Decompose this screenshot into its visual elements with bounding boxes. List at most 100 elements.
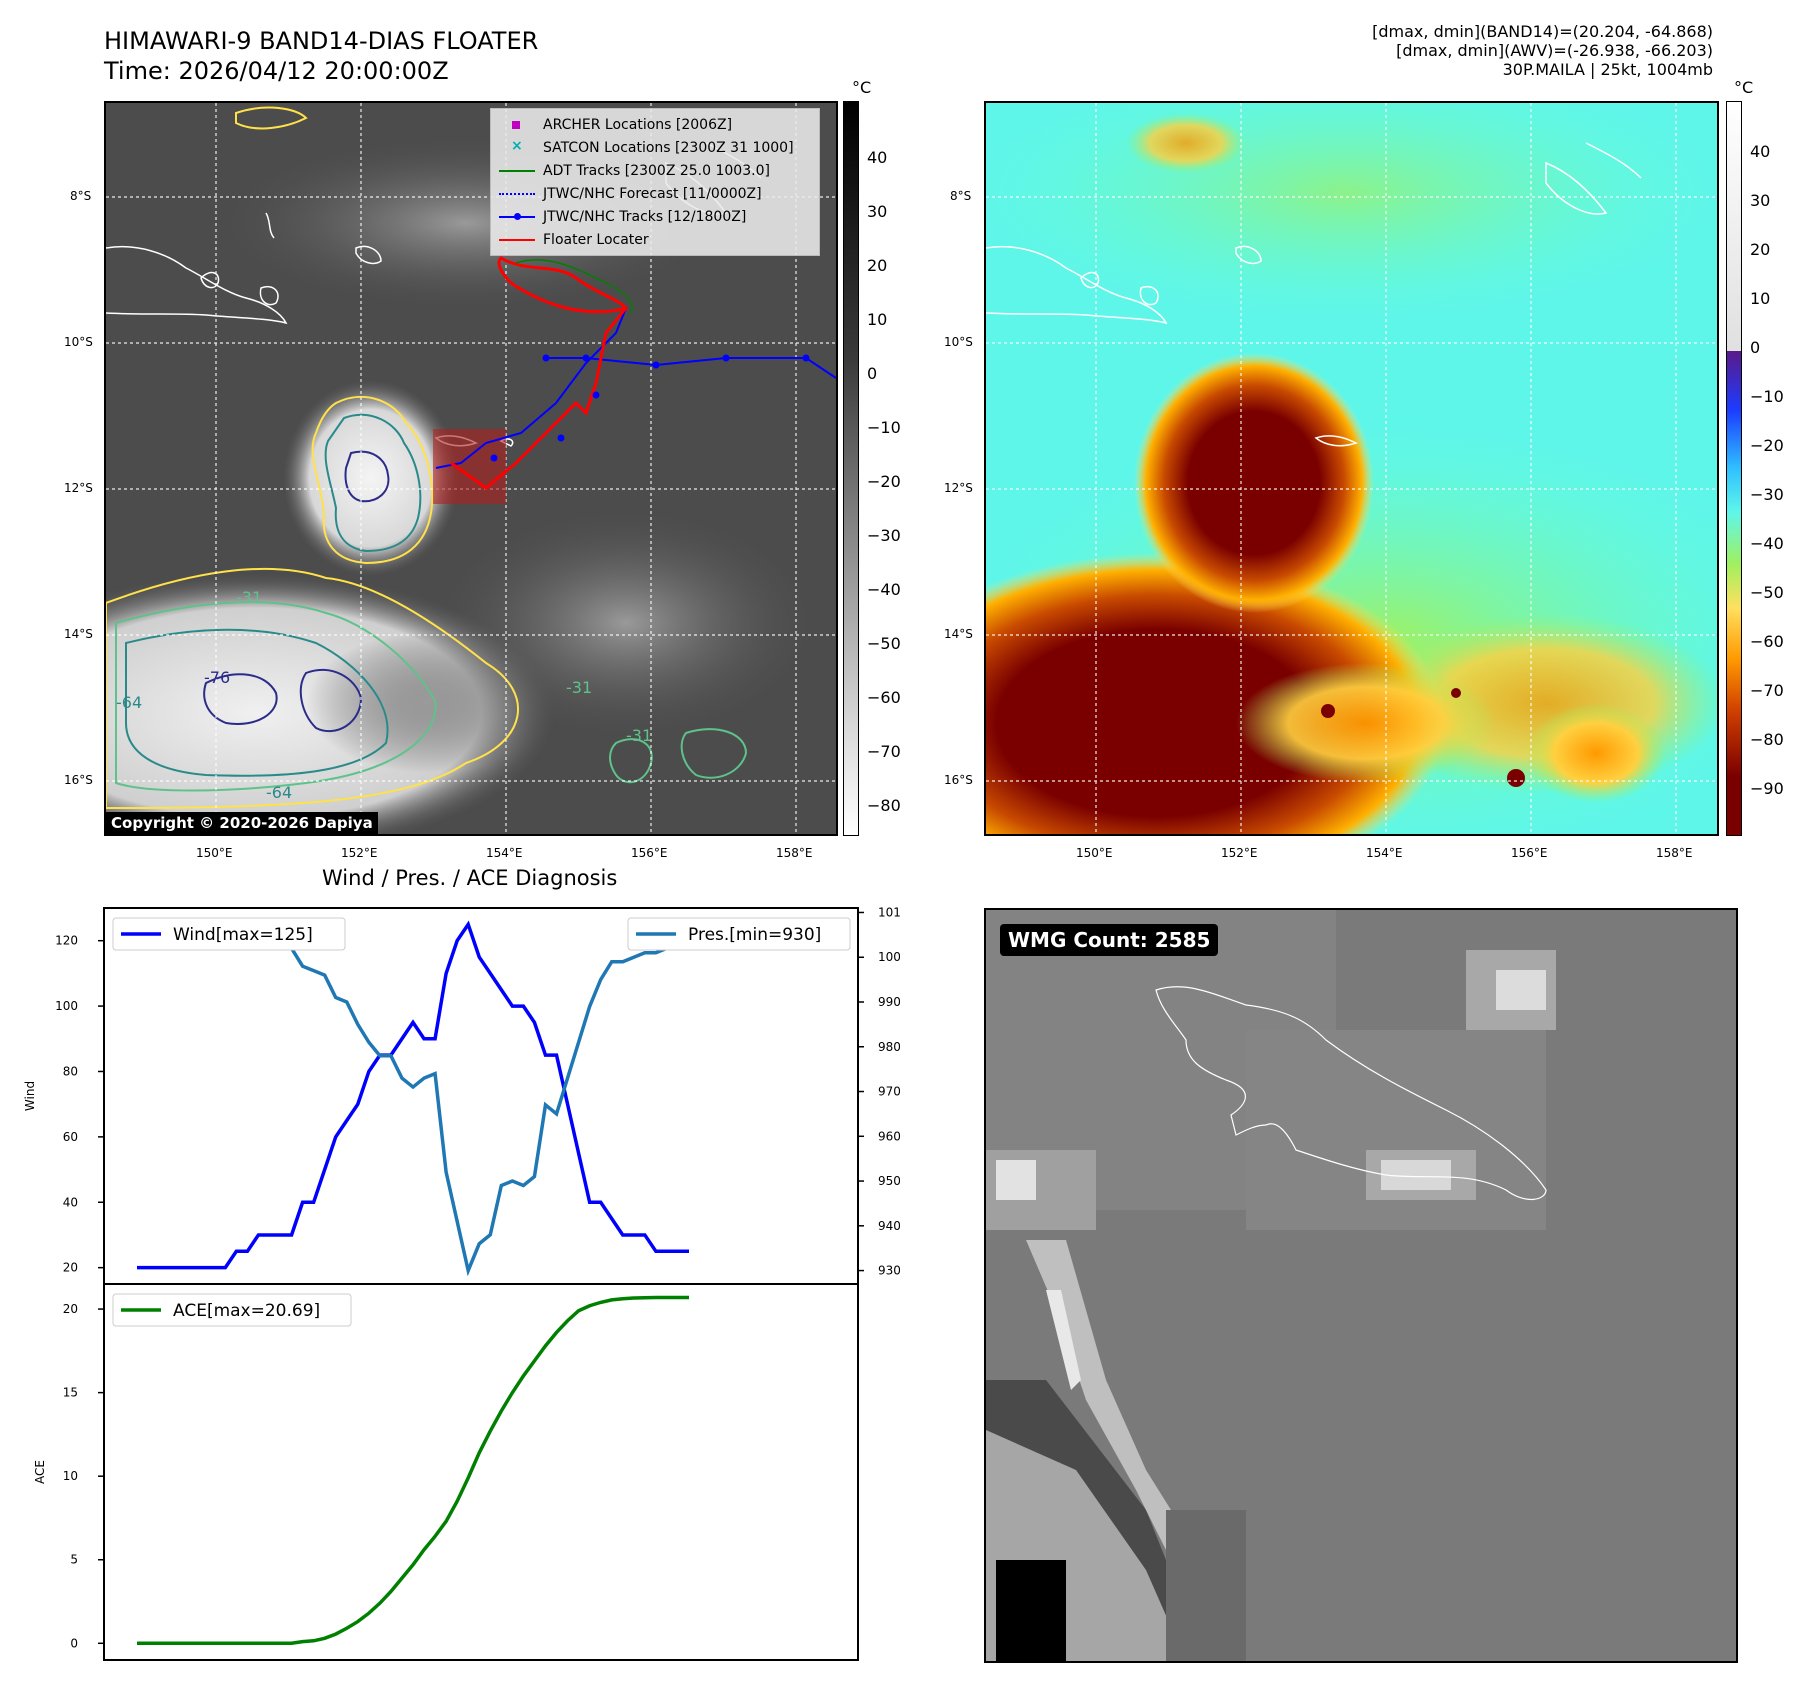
- colorbar-tick: −70: [867, 742, 901, 761]
- diagnosis-chart: 2040608010012093094095096097098099010001…: [23, 905, 900, 1661]
- contour-label-5: -31: [626, 726, 652, 745]
- wmg-count-badge: WMG Count: 2585: [1000, 924, 1219, 956]
- y-tick-label: 100: [55, 999, 78, 1013]
- y-axis-label: ACE: [33, 1460, 47, 1484]
- line-marker-icon: [499, 164, 535, 178]
- lat-label: 12°S: [944, 481, 973, 495]
- lon-label: 152°E: [1221, 846, 1258, 860]
- contour-label-4: -31: [236, 588, 262, 607]
- colorbar-tick: −50: [867, 634, 901, 653]
- ace-legend-label: ACE[max=20.69]: [173, 1301, 320, 1321]
- colorbar-tick: −30: [867, 526, 901, 545]
- wmg-image: [986, 910, 1736, 1661]
- legend-item-archer: ARCHER Locations [2006Z]: [499, 113, 811, 136]
- figure-title: HIMAWARI-9 BAND14-DIAS FLOATER Time: 202…: [104, 26, 538, 86]
- colorbar-tick: −10: [867, 418, 901, 437]
- colorbar-tick: 10: [1750, 289, 1771, 308]
- title-satellite: HIMAWARI-9 BAND14-DIAS FLOATER: [104, 27, 539, 55]
- y-right-tick-label: 1000: [878, 950, 900, 964]
- diagnosis-title: Wind / Pres. / ACE Diagnosis: [322, 866, 618, 890]
- line-marker-icon: [499, 233, 535, 247]
- colorbar-tick: −80: [867, 796, 901, 815]
- lon-label: 156°E: [631, 846, 668, 860]
- wind-pressure-plot-frame: [103, 907, 859, 1285]
- ace-plot-frame: [103, 1283, 859, 1661]
- y-right-tick-label: 930: [878, 1264, 900, 1278]
- colorbar-tick: −80: [1750, 730, 1784, 749]
- lon-label: 158°E: [1656, 846, 1693, 860]
- lat-label: 14°S: [944, 627, 973, 641]
- legend-label-floater: Floater Locater: [543, 231, 649, 248]
- y-tick-label: 20: [63, 1302, 78, 1316]
- colorbar-tick: −90: [1750, 779, 1784, 798]
- colorbar-tick: −40: [1750, 534, 1784, 553]
- lon-label: 150°E: [196, 846, 233, 860]
- stats-awv: [dmax, dmin](AWV)=(-26.938, -66.203): [1396, 41, 1713, 60]
- y-tick-label: 0: [70, 1636, 78, 1650]
- legend-item-floater: Floater Locater: [499, 228, 811, 251]
- stats-info: [dmax, dmin](BAND14)=(20.204, -64.868) […: [1372, 22, 1713, 79]
- colorbar-tick: −50: [1750, 583, 1784, 602]
- line-dot-marker-icon: [499, 210, 535, 224]
- legend-label-adt: ADT Tracks [2300Z 25.0 1003.0]: [543, 162, 770, 179]
- colorbar-awv: [1726, 101, 1742, 836]
- colorbar-tick: 30: [1750, 191, 1771, 210]
- awv-map-image: [986, 103, 1717, 834]
- y-right-tick-label: 960: [878, 1129, 900, 1143]
- colorbar-tick: −10: [1750, 387, 1784, 406]
- colorbar-tick: −40: [867, 580, 901, 599]
- y-tick-label: 10: [63, 1469, 78, 1483]
- lat-label: 12°S: [64, 481, 93, 495]
- y-right-tick-label: 990: [878, 995, 900, 1009]
- y-tick-label: 15: [63, 1386, 78, 1400]
- legend-label-forecast: JTWC/NHC Forecast [11/0000Z]: [543, 185, 762, 202]
- colorbar-tick: 20: [1750, 240, 1771, 259]
- colorbar-tick: 0: [867, 364, 878, 383]
- lon-label: 150°E: [1076, 846, 1113, 860]
- colorbar-tick: 0: [1750, 338, 1761, 357]
- y-tick-label: 120: [55, 934, 78, 948]
- legend-item-jtwc-tracks: JTWC/NHC Tracks [12/1800Z]: [499, 205, 811, 228]
- contour-label-6: -31: [566, 678, 592, 697]
- y-tick-label: 40: [63, 1195, 78, 1209]
- stats-band14: [dmax, dmin](BAND14)=(20.204, -64.868): [1372, 22, 1713, 41]
- lon-label: 156°E: [1511, 846, 1548, 860]
- lon-label: 158°E: [776, 846, 813, 860]
- y-tick-label: 5: [70, 1553, 78, 1567]
- legend-label-archer: ARCHER Locations [2006Z]: [543, 116, 733, 133]
- lat-label: 14°S: [64, 627, 93, 641]
- title-time: Time: 2026/04/12 20:00:00Z: [104, 57, 449, 85]
- wind-series-line: [137, 920, 689, 1270]
- colorbar-tick: 40: [867, 148, 888, 167]
- lat-label: 10°S: [64, 335, 93, 349]
- ace-legend-box: [112, 1293, 352, 1327]
- contour-label-2: -64: [266, 783, 292, 802]
- pressure-legend-box: [627, 917, 851, 951]
- legend-item-adt: ADT Tracks [2300Z 25.0 1003.0]: [499, 159, 811, 182]
- lon-label: 152°E: [341, 846, 378, 860]
- colorbar-gray: [843, 101, 859, 836]
- y-right-tick-label: 980: [878, 1040, 900, 1054]
- colorbar-tick: 30: [867, 202, 888, 221]
- x-marker-icon: ×: [511, 137, 523, 154]
- legend-label-satcon: SATCON Locations [2300Z 31 1000]: [543, 139, 794, 156]
- ace-series-line: [137, 1295, 689, 1646]
- colorbar-tick: −70: [1750, 681, 1784, 700]
- square-marker-icon: [499, 118, 535, 132]
- colorbar-tick: 10: [867, 310, 888, 329]
- lat-label: 16°S: [64, 773, 93, 787]
- colorbar-tick: −60: [867, 688, 901, 707]
- colorbar-tick: −20: [1750, 436, 1784, 455]
- band14-map-image: -76 -64 -64 -31 -31 -31: [106, 103, 836, 834]
- wmg-panel: WMG Count: 2585: [984, 908, 1738, 1663]
- copyright-label: Copyright © 2020-2026 Dapiya: [106, 812, 378, 834]
- y-right-tick-label: 970: [878, 1085, 900, 1099]
- y-tick-label: 60: [63, 1130, 78, 1144]
- awv-map-panel: [984, 101, 1719, 836]
- y-right-tick-label: 940: [878, 1219, 900, 1233]
- dotted-line-icon: [499, 187, 535, 201]
- wind-legend-label: Wind[max=125]: [173, 925, 313, 945]
- colorbar-tick: −30: [1750, 485, 1784, 504]
- lat-label: 10°S: [944, 335, 973, 349]
- contour-label-3: -64: [116, 693, 142, 712]
